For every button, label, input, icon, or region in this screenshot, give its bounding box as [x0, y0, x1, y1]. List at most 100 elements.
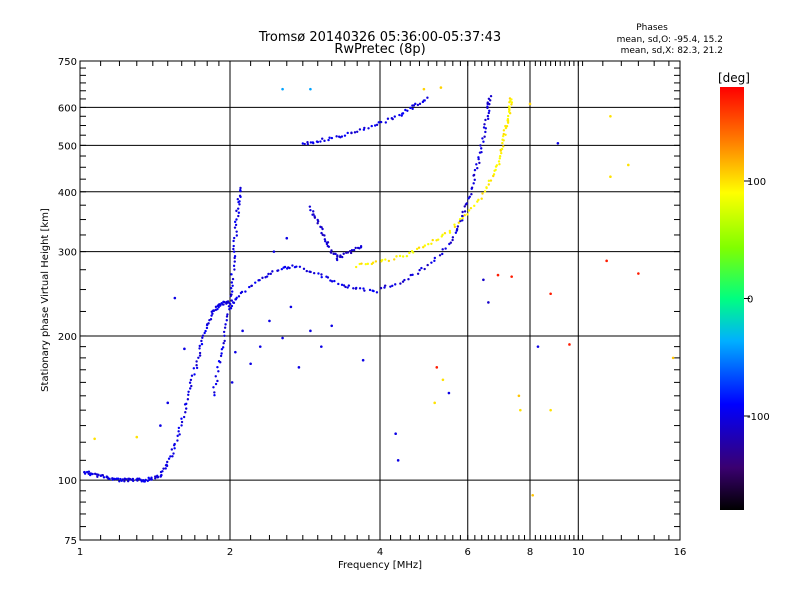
- trace-point: [510, 98, 513, 101]
- trace-point: [188, 381, 192, 384]
- y-tick-label: 400: [58, 188, 77, 199]
- x-tick-label: 1: [77, 547, 83, 558]
- trace-point: [344, 285, 347, 289]
- trace-point: [271, 270, 274, 273]
- trace-point: [329, 251, 333, 254]
- scatter-point: [285, 236, 289, 240]
- scatter-point: [609, 175, 612, 179]
- trace-point: [197, 356, 200, 360]
- trace-point: [497, 160, 501, 163]
- trace-point: [126, 479, 130, 483]
- trace-point: [461, 214, 464, 218]
- scatter-point: [396, 459, 400, 462]
- trace-point: [306, 141, 309, 144]
- trace-point: [258, 278, 261, 282]
- trace-point: [486, 105, 489, 108]
- trace-point: [465, 202, 469, 205]
- trace-point: [484, 127, 487, 130]
- trace-point: [265, 275, 269, 278]
- trace-point: [324, 240, 327, 243]
- trace-point: [484, 118, 487, 122]
- trace-point: [320, 273, 323, 276]
- scatter-point: [482, 278, 485, 282]
- scatter-point: [519, 408, 522, 412]
- trace-point: [459, 219, 462, 223]
- trace-point: [430, 242, 433, 246]
- trace-point: [441, 248, 444, 251]
- trace-point: [336, 255, 339, 258]
- trace-point: [223, 334, 226, 337]
- trace-point: [209, 318, 213, 321]
- trace-point: [492, 173, 496, 176]
- trace-point: [335, 135, 338, 138]
- trace-point: [488, 109, 491, 113]
- scatter-point: [487, 301, 490, 304]
- trace-point: [232, 301, 236, 305]
- trace-point: [476, 166, 479, 170]
- trace-point: [198, 354, 202, 357]
- trace-point: [250, 284, 253, 288]
- trace-point: [190, 374, 194, 377]
- scatter-point: [297, 366, 301, 369]
- trace-point: [233, 226, 237, 229]
- trace-point: [316, 220, 320, 223]
- trace-point: [150, 476, 153, 479]
- trace-point: [165, 463, 168, 467]
- scatter-point: [361, 358, 365, 362]
- trace-point: [483, 135, 486, 138]
- trace-point: [354, 287, 358, 290]
- trace-point: [240, 290, 244, 294]
- trace-point: [386, 117, 390, 120]
- trace-point: [254, 281, 257, 284]
- trace-point: [480, 147, 483, 150]
- trace-point: [210, 314, 213, 317]
- trace-point: [401, 112, 405, 115]
- trace-point: [470, 186, 474, 189]
- scatter-point: [549, 408, 552, 412]
- trace-point: [187, 393, 190, 396]
- trace-point: [167, 457, 171, 460]
- trace-point: [226, 301, 229, 304]
- trace-point: [504, 133, 507, 136]
- trace-point: [211, 312, 214, 315]
- trace-point: [510, 103, 513, 106]
- trace-point: [461, 217, 464, 220]
- trace-point: [383, 284, 387, 287]
- x-tick-label: 4: [377, 547, 383, 558]
- colorbar-tick-label: -100: [747, 412, 770, 423]
- phase-stats-o: mean, sd,O: -95.4, 15.2: [617, 35, 723, 45]
- trace-point: [238, 194, 242, 198]
- trace-point: [401, 255, 405, 258]
- trace-point: [326, 276, 330, 279]
- scatter-point: [234, 350, 237, 354]
- trace-point: [173, 447, 176, 450]
- trace-point: [340, 135, 344, 138]
- trace-point: [180, 424, 183, 427]
- trace-point: [414, 102, 417, 106]
- trace-point: [406, 109, 409, 112]
- trace-point: [448, 229, 452, 233]
- trace-4: [354, 97, 514, 269]
- scatter-point: [517, 394, 521, 398]
- trace-point: [377, 121, 380, 124]
- scatter-point: [531, 493, 534, 497]
- trace-point: [409, 273, 412, 277]
- trace-point: [342, 252, 345, 255]
- trace-point: [370, 124, 373, 128]
- trace-point: [277, 269, 280, 272]
- trace-point: [232, 239, 235, 243]
- trace-point: [426, 263, 429, 267]
- trace-point: [114, 478, 117, 481]
- trace-point: [448, 231, 452, 234]
- trace-point: [379, 286, 383, 290]
- trace-point: [150, 478, 153, 481]
- trace-point: [123, 480, 126, 483]
- trace-point: [85, 470, 89, 474]
- trace-point: [453, 223, 456, 226]
- trace-point: [352, 287, 355, 290]
- trace-point: [190, 384, 193, 388]
- trace-point: [391, 284, 394, 288]
- phase-stats-x: mean, sd,X: 82.3, 21.2: [621, 46, 723, 56]
- trace-point: [384, 121, 388, 124]
- trace-point: [502, 129, 506, 132]
